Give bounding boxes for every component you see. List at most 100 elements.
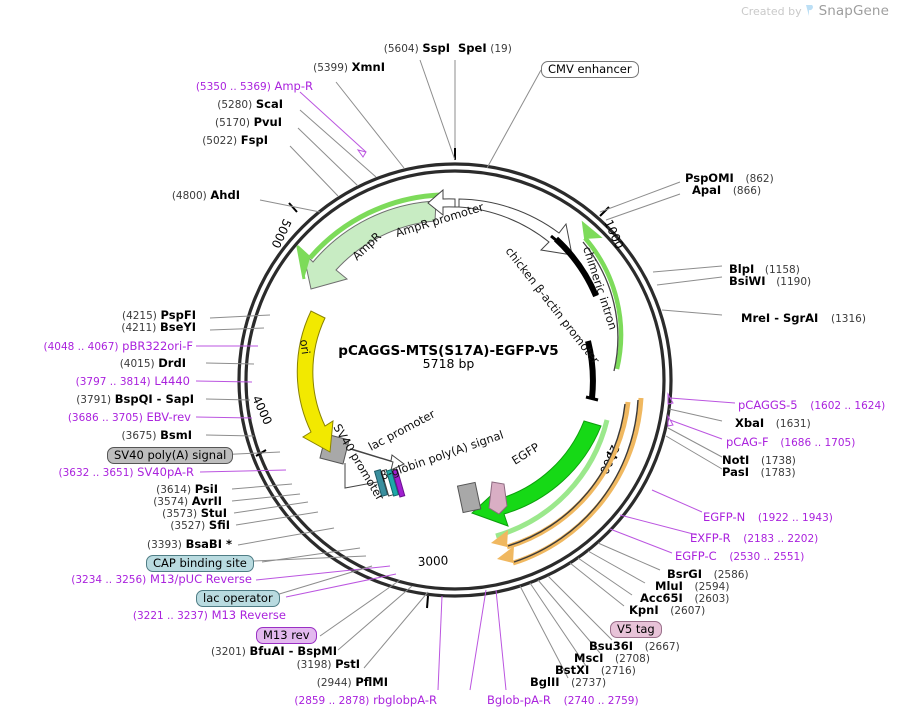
label-bspqi-sapi-pos: (3791) xyxy=(76,394,112,406)
label-drdi[interactable]: (4015) DrdI xyxy=(0,357,186,371)
label-amp-r[interactable]: (5350 .. 5369) Amp-R xyxy=(60,80,313,94)
label-ahdi-name: AhdI xyxy=(210,188,240,202)
label-bsu36i-name: Bsu36I xyxy=(589,639,634,653)
label-exfp-r[interactable]: EXFP-R (2183 .. 2202) xyxy=(690,532,818,546)
label-sv40pa-r[interactable]: (3632 .. 3651) SV40pA-R xyxy=(0,466,194,480)
badge-cmv-enhancer[interactable]: CMV enhancer xyxy=(541,61,639,78)
label-fspi[interactable]: (5022) FspI xyxy=(40,134,268,148)
label-stui[interactable]: (3573) StuI xyxy=(0,507,227,521)
label-pcag-f[interactable]: pCAG-F (1686 .. 1705) xyxy=(726,436,855,450)
label-l4440[interactable]: (3797 .. 3814) L4440 xyxy=(0,375,190,389)
label-exfp-r-pos: (2183 .. 2202) xyxy=(743,533,819,545)
label-ahdi[interactable]: (4800) AhdI xyxy=(20,189,240,203)
label-pspomi-name: PspOMI xyxy=(685,171,734,185)
label-bglii[interactable]: BglII (2737) xyxy=(530,676,606,690)
label-pcag-f-name: pCAG-F xyxy=(726,435,769,449)
label-mrei-sgrai-name: MreI - SgrAI xyxy=(741,311,819,325)
label-mrei-sgrai[interactable]: MreI - SgrAI (1316) xyxy=(741,312,866,326)
label-acc65i-pos: (2603) xyxy=(694,593,730,605)
credit-prefix: Created by xyxy=(741,5,802,18)
label-psti-pos: (3198) xyxy=(296,659,332,671)
plasmid-size: 5718 bp xyxy=(422,356,475,371)
label-bsiwi-pos: (1190) xyxy=(776,276,812,288)
badge-lac-operator[interactable]: lac operator xyxy=(196,590,280,607)
label-pflmi-pos: (2944) xyxy=(316,677,352,689)
badge-m13-rev[interactable]: M13 rev xyxy=(256,627,317,644)
label-msci[interactable]: MscI (2708) xyxy=(574,652,650,666)
label-pasi-pos: (1783) xyxy=(760,467,796,479)
label-bsrgi[interactable]: BsrGI (2586) xyxy=(667,568,749,582)
backbone-inner xyxy=(244,169,666,591)
label-bglob-pa-r[interactable]: Bglob-pA-R (2740 .. 2759) xyxy=(487,694,639,708)
label-pflmi[interactable]: (2944) PflMI xyxy=(0,676,388,690)
label-avrii[interactable]: (3574) AvrII xyxy=(0,495,222,509)
label-bsmi[interactable]: (3675) BsmI xyxy=(0,429,192,443)
label-pasi[interactable]: PasI (1783) xyxy=(722,466,796,480)
label-spei-pos: (19) xyxy=(490,43,512,55)
label-fspi-name: FspI xyxy=(240,133,268,147)
label-pcaggs-5[interactable]: pCAGGS-5 (1602 .. 1624) xyxy=(738,399,885,413)
label-ebv-rev-name: EBV-rev xyxy=(146,410,191,424)
label-mlui[interactable]: MluI (2594) xyxy=(655,580,729,594)
feature-bglobin-polya xyxy=(456,481,482,514)
label-bsu36i[interactable]: Bsu36I (2667) xyxy=(589,640,680,654)
label-egfp-n-pos: (1922 .. 1943) xyxy=(757,512,833,524)
label-pbr322ori-f[interactable]: (4048 .. 4067) pBR322ori-F xyxy=(0,340,193,354)
label-sfii[interactable]: (3527) SfiI xyxy=(0,519,230,533)
label-egfp-c[interactable]: EGFP-C (2530 .. 2551) xyxy=(675,550,804,564)
label-spei[interactable]: SpeI (19) xyxy=(458,42,512,56)
label-pvui[interactable]: (5170) PvuI xyxy=(50,116,282,130)
label-rbglobpa-r[interactable]: (2859 .. 2878) rbglobpA-R xyxy=(0,694,437,708)
label-psti[interactable]: (3198) PstI xyxy=(0,658,360,672)
label-psii-pos: (3614) xyxy=(156,484,192,496)
label-psii[interactable]: (3614) PsiI xyxy=(0,483,218,497)
label-xbai[interactable]: XbaI (1631) xyxy=(735,417,811,431)
label-bsu36i-pos: (2667) xyxy=(644,641,680,653)
label-bsrgi-pos: (2586) xyxy=(713,569,749,581)
label-bsiwi[interactable]: BsiWI (1190) xyxy=(729,275,811,289)
label-egfp-c-pos: (2530 .. 2551) xyxy=(729,551,805,563)
label-stui-name: StuI xyxy=(200,506,227,520)
badge-v5-tag[interactable]: V5 tag xyxy=(610,621,662,638)
label-rbglobpa-r-pos: (2859 .. 2878) xyxy=(294,695,370,707)
label-pspomi[interactable]: PspOMI (862) xyxy=(685,172,774,186)
label-sfii-pos: (3527) xyxy=(170,520,206,532)
label-bsabi[interactable]: (3393) BsaBI * xyxy=(0,538,232,552)
label-apai[interactable]: ApaI (866) xyxy=(692,184,761,198)
label-psti-name: PstI xyxy=(335,657,360,671)
label-kpni[interactable]: KpnI (2607) xyxy=(629,604,705,618)
feature-label-ori: ori xyxy=(297,338,313,355)
leader-lines xyxy=(195,59,736,691)
label-scai[interactable]: (5280) ScaI xyxy=(60,98,283,112)
label-pspfi[interactable]: (4215) PspFI xyxy=(0,309,196,323)
label-bstxi-pos: (2716) xyxy=(600,665,636,677)
label-l4440-name: L4440 xyxy=(154,374,190,388)
label-egfp-n[interactable]: EGFP-N (1922 .. 1943) xyxy=(703,511,833,525)
label-acc65i[interactable]: Acc65I (2603) xyxy=(640,592,729,606)
label-xbai-pos: (1631) xyxy=(775,418,811,430)
label-m13-puc-reverse[interactable]: (3234 .. 3256) M13/pUC Reverse xyxy=(0,573,252,587)
label-xmni[interactable]: (5399) XmnI xyxy=(130,61,385,75)
label-bspqi-sapi[interactable]: (3791) BspQI - SapI xyxy=(0,393,194,407)
label-xmni-name: XmnI xyxy=(351,60,385,74)
label-bseyi[interactable]: (4211) BseYI xyxy=(0,321,196,335)
label-sspi[interactable]: (5604) SspI xyxy=(200,42,450,56)
label-stui-pos: (3573) xyxy=(162,508,198,520)
feature-mcs-boxes xyxy=(373,469,406,498)
snapgene-logo-icon xyxy=(806,5,813,16)
badge-cap-binding-site[interactable]: CAP binding site xyxy=(146,555,254,572)
label-sv40pa-r-pos: (3632 .. 3651) xyxy=(58,467,134,479)
badge-sv40-polya-signal[interactable]: SV40 poly(A) signal xyxy=(107,447,234,464)
label-ebv-rev[interactable]: (3686 .. 3705) EBV-rev xyxy=(0,411,191,425)
label-mlui-name: MluI xyxy=(655,579,683,593)
label-psii-name: PsiI xyxy=(194,482,218,496)
label-noti[interactable]: NotI (1738) xyxy=(722,454,796,468)
feature-chimeric-intron xyxy=(550,220,624,402)
label-bglob-pa-r-name: Bglob-pA-R xyxy=(487,693,551,707)
label-bstxi[interactable]: BstXI (2716) xyxy=(555,664,636,678)
label-sspi-name: SspI xyxy=(422,41,450,55)
label-m13-reverse[interactable]: (3221 .. 3237) M13 Reverse xyxy=(0,609,286,623)
label-bfuai-bspmi[interactable]: (3201) BfuAI - BspMI xyxy=(0,645,337,659)
label-blpi[interactable]: BlpI (1158) xyxy=(729,263,800,277)
label-noti-name: NotI xyxy=(722,453,750,467)
